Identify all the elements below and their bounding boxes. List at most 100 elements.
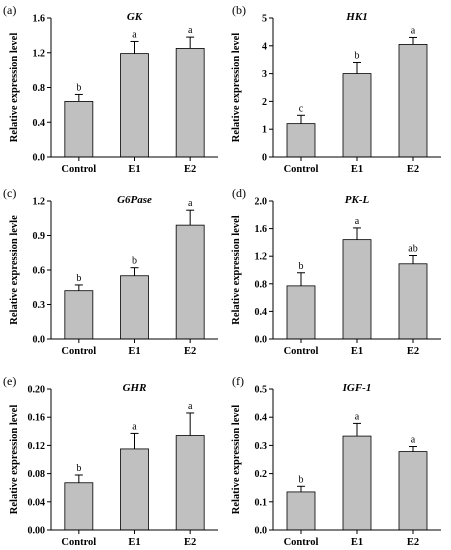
significance-letter: a	[132, 29, 137, 40]
bar	[64, 290, 94, 340]
chart-panel: (d) PK-L b Control a E1 ab E2 0.0 0.4 0.8 1.2 1.6 2.0…	[231, 186, 441, 357]
bar	[286, 285, 316, 340]
y-tick-label: 0.4	[255, 413, 268, 424]
chart-title: HK1	[345, 11, 367, 23]
y-tick-label: 0.08	[28, 469, 46, 480]
significance-letter: a	[411, 435, 416, 446]
significance-letter: ab	[408, 244, 417, 255]
significance-letter: a	[132, 421, 137, 432]
bar	[398, 44, 428, 158]
x-tick-label: Control	[61, 537, 96, 548]
bar	[342, 73, 372, 158]
y-tick-label: 0.3	[33, 300, 46, 311]
x-tick-label: E2	[407, 346, 419, 357]
y-axis-title: Relative expression level	[231, 33, 242, 143]
y-tick-label: 0.8	[255, 279, 268, 290]
y-tick-label: 4	[262, 41, 267, 52]
y-tick-label: 0.4	[255, 307, 268, 318]
y-tick-label: 0.0	[255, 526, 268, 537]
significance-letter: b	[355, 50, 360, 61]
panel-letter: (e)	[3, 374, 16, 388]
y-tick-label: 0.2	[255, 469, 268, 480]
chart-panel: (b) HK1 c Control b E1 a E2 0 1 2 3 4 5 Relative expre…	[231, 3, 441, 175]
significance-letter: a	[411, 25, 416, 36]
y-tick-label: 0.8	[33, 83, 46, 94]
chart-panel: (a) GK b Control a E1 a E2 0.0 0.4 0.8 1.2 1.6 Relati…	[3, 3, 218, 175]
significance-letter: b	[76, 82, 81, 93]
y-tick-label: 0.00	[28, 526, 46, 537]
chart-panel: (f) IGF-1 b Control a E1 a E2 0.0 0.1 0.2 0.3 0.4 0.5…	[231, 374, 441, 548]
x-tick-label: E1	[351, 346, 363, 357]
y-axis-title: Relative expression levle	[9, 215, 20, 325]
y-tick-label: 0.20	[28, 385, 46, 396]
x-tick-label: E2	[407, 537, 419, 548]
bar	[120, 53, 149, 158]
x-tick-label: Control	[284, 537, 319, 548]
panel-letter: (a)	[3, 3, 16, 17]
significance-letter: a	[188, 401, 193, 412]
bar	[286, 123, 316, 158]
y-tick-label: 0.1	[255, 497, 268, 508]
significance-letter: a	[188, 25, 193, 36]
y-tick-label: 0.9	[33, 231, 46, 242]
significance-letter: c	[299, 103, 304, 114]
x-tick-label: E2	[407, 164, 419, 175]
bar	[342, 435, 372, 531]
y-tick-label: 0.12	[28, 441, 46, 452]
bar	[175, 435, 205, 531]
significance-letter: b	[299, 261, 304, 272]
y-axis-title: Relative expression level	[9, 405, 20, 515]
x-tick-label: Control	[284, 346, 319, 357]
significance-letter: b	[76, 273, 81, 284]
x-tick-label: E1	[351, 537, 363, 548]
bar	[286, 491, 316, 531]
bar	[398, 263, 428, 340]
y-tick-label: 1.6	[33, 14, 46, 25]
bar	[398, 451, 428, 531]
y-tick-label: 1.2	[33, 48, 46, 59]
y-tick-label: 0.5	[255, 385, 268, 396]
x-tick-label: E1	[128, 537, 140, 548]
x-tick-label: E1	[128, 346, 140, 357]
y-tick-label: 1.6	[255, 224, 268, 235]
bar	[120, 448, 149, 531]
y-axis-title: Relative expression level	[231, 405, 242, 515]
y-tick-label: 0.6	[33, 266, 46, 277]
x-tick-label: E2	[184, 164, 196, 175]
x-tick-label: E2	[184, 346, 196, 357]
bar	[64, 101, 94, 158]
x-tick-label: E1	[128, 164, 140, 175]
chart-panel: (c) G6Pase b Control b E1 a E2 0.0 0.3 0.6 0.9 1.2 Re…	[3, 186, 218, 357]
chart-title: IGF-1	[342, 382, 372, 394]
y-tick-label: 2	[262, 97, 267, 108]
chart-title: PK-L	[345, 194, 370, 206]
chart-title: GK	[127, 11, 143, 23]
y-tick-label: 0.16	[28, 413, 46, 424]
y-tick-label: 1	[262, 125, 267, 136]
y-tick-label: 0.3	[255, 441, 268, 452]
y-axis-title: Relative expression level	[9, 33, 20, 143]
chart-panel: (e) GHR b Control a E1 a E2 0.00 0.04 0.08 0.12 0.16…	[3, 374, 218, 548]
bar	[64, 482, 94, 531]
x-tick-label: Control	[61, 164, 96, 175]
bar	[120, 275, 149, 340]
panel-letter: (f)	[232, 374, 244, 388]
panel-letter: (c)	[3, 186, 16, 200]
y-tick-label: 0	[262, 153, 267, 164]
significance-letter: a	[355, 216, 360, 227]
significance-letter: b	[76, 463, 81, 474]
y-tick-label: 0.0	[33, 153, 46, 164]
chart-title: GHR	[123, 382, 147, 394]
y-axis-title: Relative expression level	[231, 215, 242, 325]
y-tick-label: 1.2	[33, 197, 46, 208]
panel-letter: (d)	[232, 186, 246, 200]
y-tick-label: 0.0	[255, 335, 268, 346]
y-tick-label: 3	[262, 69, 267, 80]
bar	[175, 224, 205, 340]
y-tick-label: 0.04	[28, 497, 46, 508]
x-tick-label: Control	[284, 164, 319, 175]
bar	[175, 48, 205, 158]
y-tick-label: 1.2	[255, 252, 268, 263]
x-tick-label: Control	[61, 346, 96, 357]
